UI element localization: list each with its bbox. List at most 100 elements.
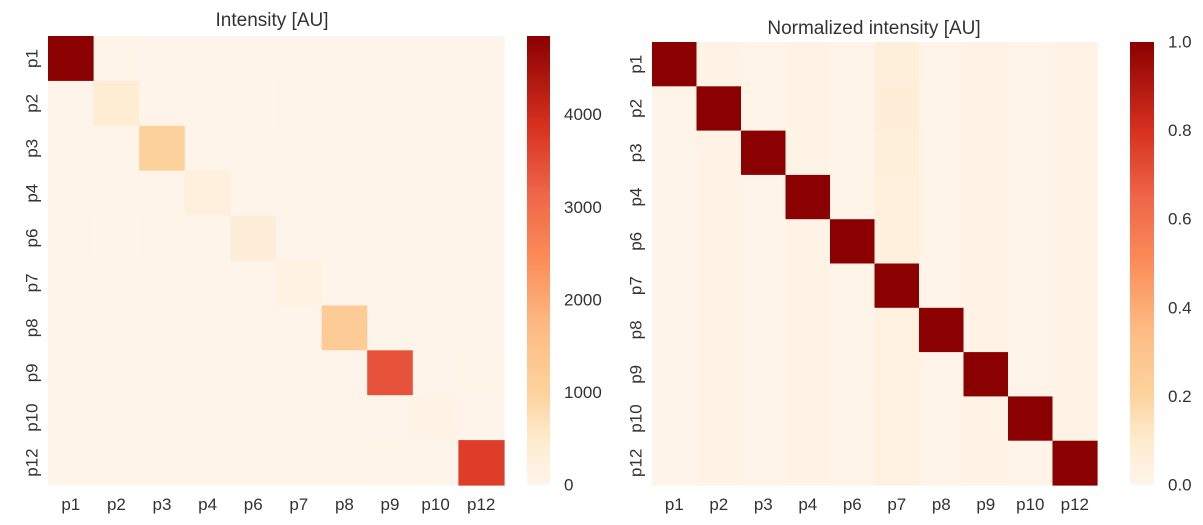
intensity-colorbar-tick-1000: 1000 (564, 383, 602, 402)
intensity-y-tick-labels: p1 p2 p3 p4 p6 p7 p8 p9 p10 p12 (22, 49, 41, 477)
intensity-cell-r2-c5 (276, 125, 323, 172)
intensity-cell-r0-c9 (458, 36, 505, 82)
intensity-cell-r3-c6 (321, 170, 368, 217)
intensity-colorbar-tick-0: 0 (564, 476, 573, 495)
intensity-cell-r2-c8 (412, 125, 459, 172)
intensity-cell-r2-c4 (230, 125, 277, 172)
normalized-cell-r2-c8 (1008, 130, 1054, 176)
normalized-cell-r6-c3 (785, 307, 831, 353)
intensity-cell-r7-c8 (412, 350, 459, 396)
intensity-cell-r2-c7 (367, 125, 414, 172)
intensity-x-tick-p6: p6 (244, 495, 263, 514)
normalized-cell-r0-c3 (785, 42, 831, 87)
normalized-cell-r6-c5 (874, 307, 920, 353)
intensity-x-tick-p2: p2 (107, 495, 126, 514)
normalized-cell-r7-c7 (963, 352, 1009, 397)
normalized-cell-r1-c1 (696, 86, 742, 132)
normalized-cell-r9-c5 (874, 440, 920, 486)
normalized-cell-r6-c9 (1052, 307, 1098, 353)
intensity-cell-r1-c4 (230, 80, 277, 127)
intensity-colorbar-gradient (527, 36, 550, 485)
intensity-cell-r0-c7 (367, 36, 414, 82)
intensity-cell-r5-c4 (230, 260, 277, 306)
normalized-cell-r5-c0 (652, 263, 698, 309)
normalized-cell-r4-c4 (830, 219, 876, 265)
intensity-cell-r9-c4 (230, 440, 277, 486)
intensity-cell-r8-c1 (93, 395, 140, 441)
intensity-cell-r3-c1 (93, 170, 140, 217)
normalized-cell-r6-c7 (963, 307, 1009, 353)
normalized-cell-r3-c3 (785, 174, 831, 220)
intensity-cell-r8-c9 (458, 395, 505, 441)
intensity-cell-r6-c8 (412, 305, 459, 351)
intensity-cell-r5-c3 (184, 260, 231, 306)
intensity-cell-r9-c8 (412, 440, 459, 486)
intensity-cell-r4-c9 (458, 215, 505, 262)
normalized-cell-r1-c5 (874, 86, 920, 132)
normalized-cell-r2-c5 (874, 130, 920, 176)
intensity-cell-r1-c9 (458, 80, 505, 127)
normalized-cell-r8-c0 (652, 396, 698, 442)
intensity-cell-r9-c2 (139, 440, 186, 486)
normalized-x-tick-p9: p9 (976, 495, 995, 514)
intensity-cell-r9-c3 (184, 440, 231, 486)
normalized-cell-r2-c9 (1052, 130, 1098, 176)
intensity-cell-r1-c3 (184, 80, 231, 127)
normalized-cell-r6-c1 (696, 307, 742, 353)
intensity-cell-r2-c3 (184, 125, 231, 172)
intensity-cell-r3-c9 (458, 170, 505, 217)
normalized-y-tick-p10: p10 (627, 404, 646, 432)
intensity-y-tick-p10: p10 (23, 403, 42, 431)
normalized-cell-r2-c0 (652, 130, 698, 176)
normalized-cell-r9-c9 (1052, 440, 1098, 486)
normalized-y-tick-p6: p6 (627, 232, 646, 251)
normalized-colorbar-tick-0_4: 0.4 (1168, 298, 1192, 317)
normalized-x-tick-p3: p3 (754, 495, 773, 514)
normalized-y-tick-p2: p2 (627, 99, 646, 118)
normalized-cell-r9-c8 (1008, 440, 1054, 486)
normalized-cell-r8-c4 (830, 396, 876, 442)
normalized-cell-r1-c4 (830, 86, 876, 132)
normalized-cell-r1-c0 (652, 86, 698, 132)
normalized-cell-r0-c8 (1008, 42, 1054, 87)
intensity-cell-r2-c0 (48, 125, 95, 172)
normalized-y-tick-p8: p8 (627, 320, 646, 339)
normalized-cell-r2-c1 (696, 130, 742, 176)
intensity-cell-r0-c1 (93, 36, 140, 82)
normalized-cell-r0-c6 (919, 42, 965, 87)
intensity-cell-r9-c9 (458, 440, 505, 486)
intensity-y-tick-p12: p12 (22, 448, 41, 476)
normalized-cell-r0-c9 (1052, 42, 1098, 87)
normalized-colorbar: 0.0 0.2 0.4 0.6 0.8 1.0 (1130, 33, 1192, 495)
normalized-cell-r1-c3 (785, 86, 831, 132)
normalized-x-tick-p10: p10 (1016, 495, 1044, 514)
normalized-y-tick-p9: p9 (626, 365, 645, 384)
normalized-cell-r2-c6 (919, 130, 965, 176)
intensity-cell-r1-c6 (321, 80, 368, 127)
intensity-x-tick-p3: p3 (153, 495, 172, 514)
intensity-cell-r8-c4 (230, 395, 277, 441)
intensity-y-tick-p6: p6 (23, 229, 42, 248)
intensity-x-tick-p4: p4 (198, 495, 217, 514)
normalized-cell-r5-c7 (963, 263, 1009, 309)
normalized-heatmap-cells (652, 42, 1098, 486)
normalized-cell-r3-c9 (1052, 174, 1098, 220)
normalized-cell-r6-c2 (741, 307, 787, 353)
normalized-y-tick-labels: p1 p2 p3 p4 p6 p7 p8 p9 p10 p12 (626, 55, 645, 477)
normalized-cell-r3-c7 (963, 174, 1009, 220)
normalized-cell-r2-c7 (963, 130, 1009, 176)
intensity-cell-r9-c6 (321, 440, 368, 486)
normalized-heatmap-panel: Normalized intensity [AU] p1 p2 p3 p4 p6 p7 p8… (626, 18, 1191, 514)
normalized-cell-r5-c9 (1052, 263, 1098, 309)
normalized-cell-r9-c1 (696, 440, 742, 486)
normalized-colorbar-tick-0_0: 0.0 (1168, 476, 1192, 495)
intensity-cell-r6-c0 (48, 305, 95, 351)
normalized-colorbar-tick-0_8: 0.8 (1168, 121, 1192, 140)
intensity-cell-r3-c0 (48, 170, 95, 217)
intensity-x-tick-labels: p1 p2 p3 p4 p6 p7 p8 p9 p10 p12 (61, 495, 495, 514)
normalized-cell-r7-c6 (919, 352, 965, 397)
intensity-heatmap-panel: Intensity [AU] p1 p2 p3 p4 p6 p7 p8 p9 p10 p12 p1… (22, 10, 601, 514)
intensity-cell-r7-c5 (276, 350, 323, 396)
intensity-x-tick-p8: p8 (335, 495, 354, 514)
normalized-cell-r4-c7 (963, 219, 1009, 265)
